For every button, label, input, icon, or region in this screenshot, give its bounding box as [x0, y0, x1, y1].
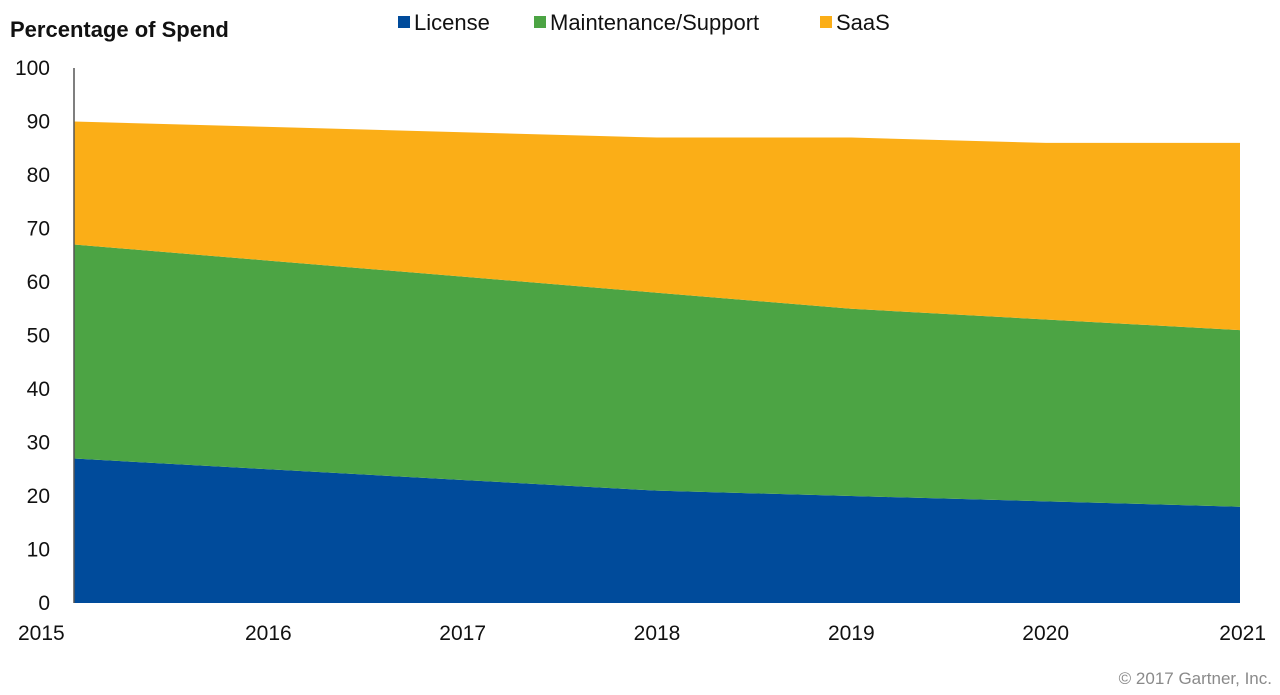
y-tick-label: 20	[27, 485, 50, 508]
y-axis-ticks: 0 10 20 30 40 50 60 70 80 90 100	[15, 57, 50, 615]
y-tick-label: 90	[27, 111, 50, 134]
y-tick-label: 70	[27, 218, 50, 241]
chart-title: Percentage of Spend	[10, 17, 229, 42]
area-license	[74, 458, 1240, 603]
legend-label-license: License	[414, 10, 490, 35]
legend-swatch-license	[398, 16, 410, 28]
copyright-credit: © 2017 Gartner, Inc.	[1119, 669, 1272, 688]
x-tick-label: 2019	[828, 622, 875, 645]
x-axis-ticks: 2015 2016 2017 2018 2019 2020 2021	[18, 622, 1266, 645]
legend: License Maintenance/Support SaaS	[398, 10, 890, 35]
y-tick-label: 0	[38, 592, 50, 615]
area-maintenance-support	[74, 244, 1240, 507]
legend-swatch-saas	[820, 16, 832, 28]
y-tick-label: 80	[27, 164, 50, 187]
legend-label-saas: SaaS	[836, 10, 890, 35]
y-tick-label: 60	[27, 271, 50, 294]
area-layer	[74, 121, 1240, 603]
legend-label-maintenance-support: Maintenance/Support	[550, 10, 759, 35]
area-saas	[74, 121, 1240, 331]
x-tick-label: 2021	[1219, 622, 1266, 645]
x-tick-label: 2017	[439, 622, 486, 645]
x-tick-label: 2016	[245, 622, 292, 645]
x-tick-label: 2018	[634, 622, 681, 645]
y-tick-label: 10	[27, 539, 50, 562]
legend-swatch-maintenance-support	[534, 16, 546, 28]
y-tick-label: 30	[27, 432, 50, 455]
x-tick-label: 2015	[18, 622, 65, 645]
y-tick-label: 100	[15, 57, 50, 80]
x-tick-label: 2020	[1022, 622, 1069, 645]
y-tick-label: 40	[27, 378, 50, 401]
y-tick-label: 50	[27, 325, 50, 348]
